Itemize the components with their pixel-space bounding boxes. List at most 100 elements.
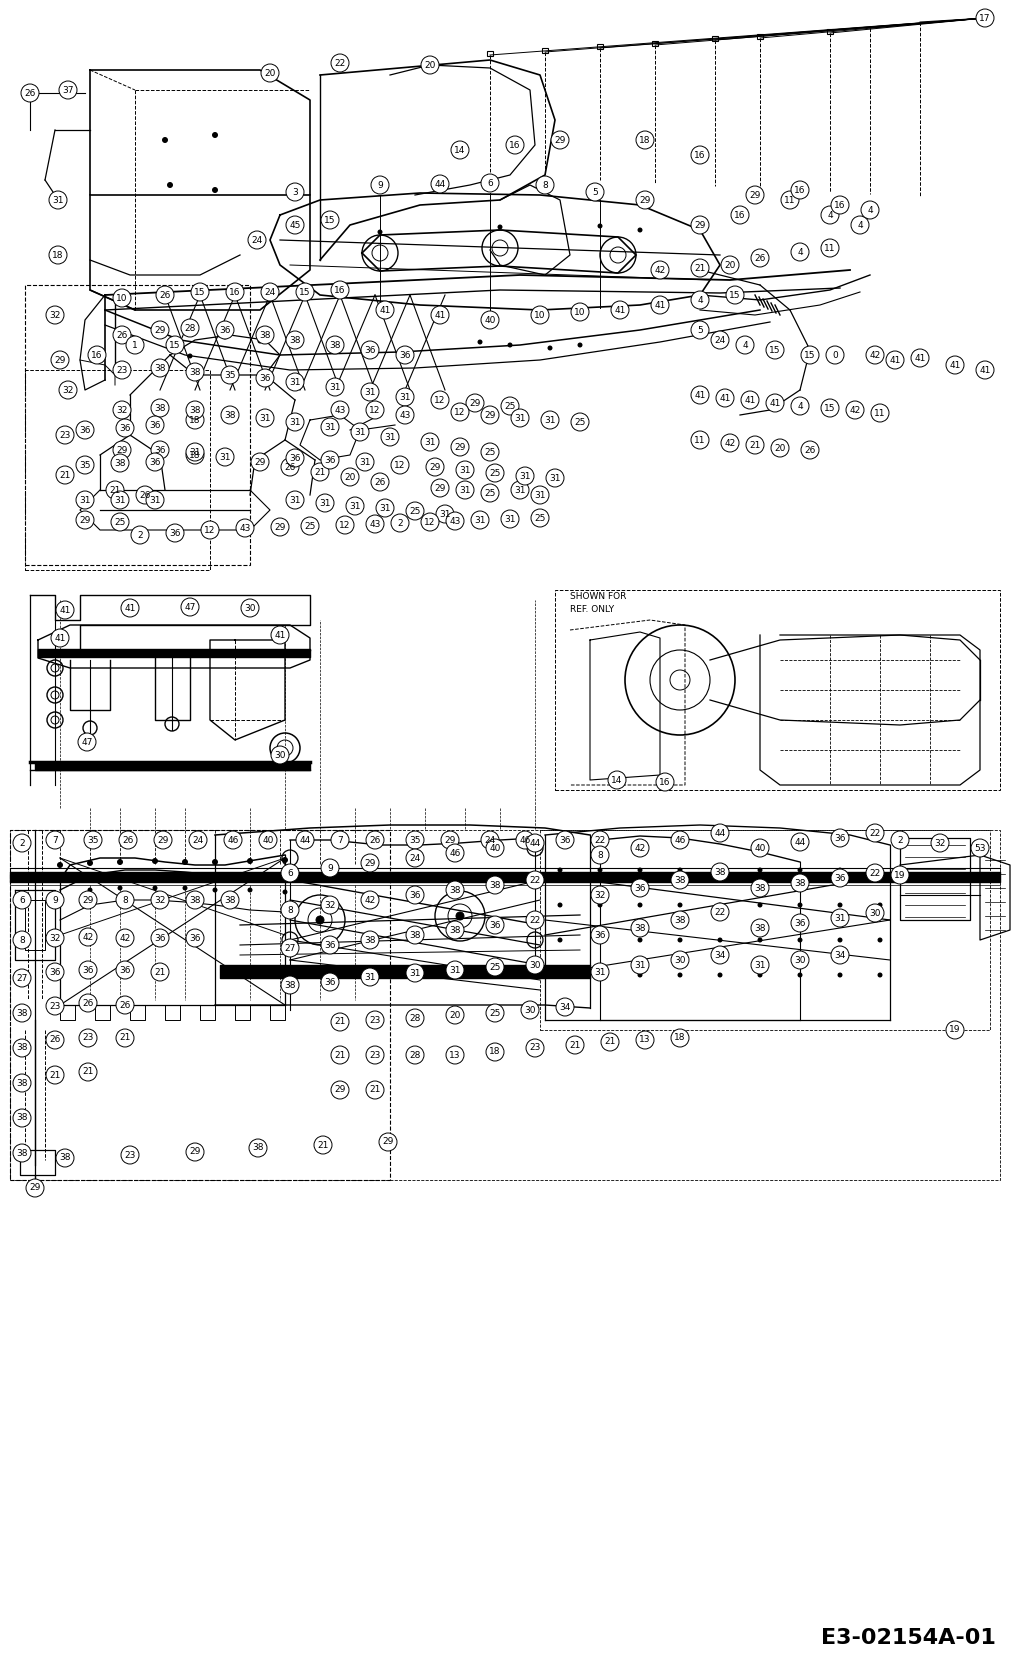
Circle shape (361, 891, 379, 909)
Text: 41: 41 (949, 360, 961, 370)
Text: 23: 23 (124, 1151, 135, 1159)
Circle shape (181, 599, 199, 615)
Circle shape (13, 1074, 31, 1093)
Circle shape (146, 454, 164, 470)
Text: 31: 31 (514, 485, 525, 494)
Text: 31: 31 (115, 495, 126, 504)
Circle shape (256, 369, 275, 387)
Circle shape (531, 305, 549, 324)
Text: 25: 25 (410, 507, 421, 515)
Circle shape (366, 831, 384, 849)
Circle shape (13, 1039, 31, 1058)
Text: 38: 38 (252, 1144, 264, 1153)
Text: 24: 24 (410, 854, 421, 862)
Text: 26: 26 (375, 477, 386, 487)
Text: 18: 18 (674, 1034, 685, 1042)
Circle shape (591, 846, 609, 864)
Text: 21: 21 (50, 1071, 61, 1079)
Circle shape (212, 187, 218, 193)
Text: 47: 47 (185, 602, 196, 612)
Circle shape (13, 1144, 31, 1163)
Text: 29: 29 (55, 355, 66, 365)
Circle shape (821, 399, 839, 417)
Circle shape (751, 249, 769, 267)
Text: 18: 18 (189, 415, 201, 424)
Circle shape (831, 909, 849, 927)
Text: 30: 30 (674, 956, 685, 964)
Text: 28: 28 (185, 324, 196, 332)
Circle shape (866, 864, 884, 882)
Circle shape (801, 345, 819, 364)
Circle shape (671, 871, 689, 889)
Text: 26: 26 (754, 254, 766, 262)
Text: 35: 35 (79, 460, 91, 469)
Circle shape (586, 183, 604, 202)
Circle shape (13, 891, 31, 909)
Circle shape (188, 354, 193, 359)
Circle shape (421, 57, 439, 73)
Text: 25: 25 (484, 489, 495, 497)
Circle shape (316, 916, 324, 924)
Circle shape (370, 177, 389, 193)
Circle shape (286, 183, 304, 202)
Circle shape (119, 831, 137, 849)
Circle shape (311, 464, 329, 480)
Text: 29: 29 (189, 1148, 200, 1156)
Circle shape (526, 956, 544, 974)
Text: 38: 38 (754, 884, 766, 892)
Circle shape (286, 374, 304, 390)
Circle shape (13, 1004, 31, 1022)
Text: 31: 31 (319, 499, 330, 507)
Circle shape (79, 1029, 97, 1048)
Bar (25, 285, 250, 565)
Circle shape (481, 173, 499, 192)
Circle shape (116, 996, 134, 1014)
Text: 14: 14 (454, 145, 465, 155)
Text: 32: 32 (62, 385, 73, 395)
Text: 42: 42 (869, 350, 880, 360)
Text: 38: 38 (224, 410, 235, 419)
Text: 21: 21 (334, 1051, 346, 1059)
Circle shape (46, 305, 64, 324)
Text: 23: 23 (117, 365, 128, 375)
Circle shape (501, 397, 519, 415)
Circle shape (59, 380, 77, 399)
Text: 8: 8 (542, 180, 548, 190)
Text: 4: 4 (698, 295, 703, 305)
Text: 41: 41 (744, 395, 755, 405)
Text: 25: 25 (575, 417, 586, 427)
Text: 2: 2 (897, 836, 903, 844)
Text: 9: 9 (327, 864, 333, 872)
Text: 29: 29 (382, 1138, 393, 1146)
Text: 26: 26 (284, 462, 296, 472)
Circle shape (256, 325, 275, 344)
Text: 20: 20 (724, 260, 736, 270)
Text: 38: 38 (449, 886, 460, 894)
Text: 30: 30 (795, 956, 806, 964)
Text: 42: 42 (849, 405, 861, 415)
Text: 15: 15 (169, 340, 181, 350)
Circle shape (481, 405, 499, 424)
Circle shape (691, 430, 709, 449)
Bar (10, 831, 390, 1179)
Text: 31: 31 (754, 961, 766, 969)
Text: 21: 21 (317, 1141, 328, 1149)
Circle shape (838, 902, 842, 907)
Text: 31: 31 (475, 515, 486, 524)
Text: 38: 38 (754, 924, 766, 932)
Text: 12: 12 (434, 395, 446, 405)
Text: 31: 31 (364, 972, 376, 981)
Circle shape (346, 497, 364, 515)
Text: 19: 19 (895, 871, 906, 879)
Circle shape (976, 360, 994, 379)
Circle shape (677, 867, 682, 872)
Bar (10, 831, 1000, 1179)
Text: 21: 21 (570, 1041, 581, 1049)
Text: 46: 46 (227, 836, 238, 844)
Circle shape (571, 414, 589, 430)
Text: 5: 5 (698, 325, 703, 335)
Text: 31: 31 (289, 495, 300, 504)
Text: 44: 44 (434, 180, 446, 188)
Circle shape (281, 939, 299, 957)
Circle shape (167, 182, 173, 188)
